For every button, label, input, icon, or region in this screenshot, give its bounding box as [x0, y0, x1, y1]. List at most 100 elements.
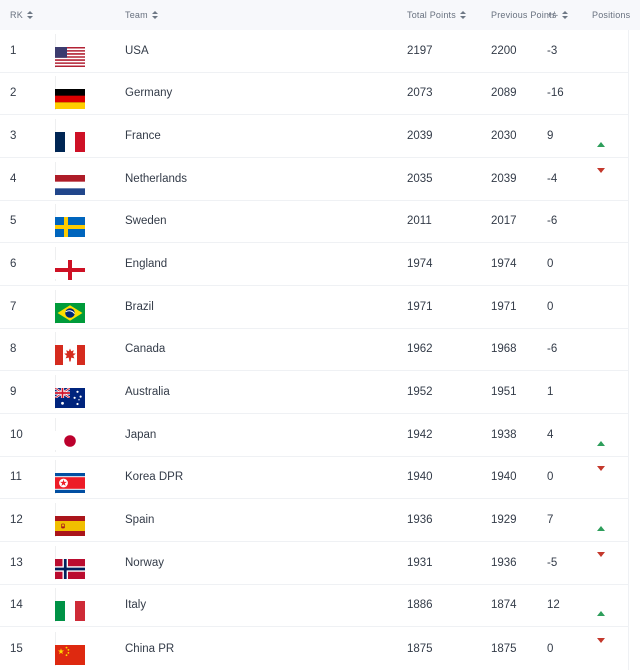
previous-points: 2039 — [491, 172, 517, 185]
germany-flag-icon — [55, 89, 115, 110]
header-rank-label: RK — [10, 10, 23, 20]
team-name: Sweden — [125, 215, 167, 228]
movement-up-icon — [597, 599, 605, 617]
previous-points: 2030 — [491, 130, 517, 143]
team-name: France — [125, 130, 161, 143]
sort-icon — [26, 11, 33, 19]
australia-flag-icon — [55, 388, 115, 409]
movement-up-icon — [597, 514, 605, 532]
movement-up-icon — [597, 130, 605, 148]
points-change: 0 — [547, 258, 554, 271]
table-row[interactable]: 10 Japan 1942 1938 4 — [0, 413, 628, 457]
rank-cell: 3 — [10, 130, 17, 143]
table-row[interactable]: 3 France 2039 2030 9 — [0, 115, 628, 158]
table-row[interactable]: 15 China PR 1875 1875 0 — [0, 627, 628, 670]
rank-cell: 8 — [10, 343, 17, 356]
points-change: -16 — [547, 87, 564, 100]
points-change: 0 — [547, 471, 554, 484]
points-change: 12 — [547, 599, 560, 612]
previous-points: 2200 — [491, 44, 517, 57]
points-change: -6 — [547, 343, 558, 356]
table-row[interactable]: 9 Australia 1952 1951 1 — [0, 371, 628, 414]
total-points: 1942 — [407, 428, 433, 441]
points-change: -3 — [547, 44, 558, 57]
total-points: 1940 — [407, 471, 433, 484]
italy-flag-icon — [55, 601, 115, 622]
team-name: Norway — [125, 556, 164, 569]
norway-flag-icon — [55, 558, 115, 579]
header-change[interactable]: +/- — [545, 10, 588, 20]
rank-cell: 7 — [10, 300, 17, 313]
total-points: 1931 — [407, 556, 433, 569]
previous-points: 1968 — [491, 343, 517, 356]
sort-icon — [151, 11, 158, 19]
rank-cell: 13 — [10, 556, 23, 569]
header-previous-points: Previous Points — [489, 10, 556, 20]
sort-icon — [562, 11, 569, 19]
total-points: 2073 — [407, 87, 433, 100]
points-change: 1 — [547, 386, 554, 399]
header-positions: Positions — [588, 10, 631, 20]
points-change: 4 — [547, 428, 554, 441]
movement-up-icon — [597, 428, 605, 446]
team-name: Brazil — [125, 300, 154, 313]
sort-icon — [459, 11, 466, 19]
header-rank[interactable]: RK — [0, 10, 55, 20]
table-row[interactable]: 5 Sweden 2011 2017 -6 — [0, 200, 628, 244]
table-row[interactable]: 1 USA 2197 2200 -3 — [0, 30, 628, 73]
points-change: 0 — [547, 300, 554, 313]
movement-down-icon — [597, 466, 605, 484]
total-points: 2039 — [407, 130, 433, 143]
rank-cell: 9 — [10, 386, 17, 399]
rank-cell: 14 — [10, 599, 23, 612]
team-name: Canada — [125, 343, 166, 356]
previous-points: 1940 — [491, 471, 517, 484]
team-name: China PR — [125, 642, 175, 655]
table-row[interactable]: 2 Germany 2073 2089 -16 — [0, 72, 628, 116]
table-row[interactable]: 13 Norway 1931 1936 -5 — [0, 541, 628, 585]
total-points: 2197 — [407, 44, 433, 57]
header-total-points[interactable]: Total Points — [405, 10, 489, 20]
previous-points: 2089 — [491, 87, 517, 100]
movement-down-icon — [597, 637, 605, 655]
table-body: 1 USA 2197 2200 -3 2 Germany 2073 2089 -… — [0, 30, 629, 670]
total-points: 2035 — [407, 172, 433, 185]
header-team[interactable]: Team — [115, 10, 405, 20]
movement-down-icon — [597, 551, 605, 569]
table-row[interactable]: 12 Spain 1936 1929 7 — [0, 499, 628, 542]
table-row[interactable]: 11 Korea DPR 1940 1940 0 — [0, 456, 628, 500]
previous-points: 1971 — [491, 300, 517, 313]
england-flag-icon — [55, 260, 115, 281]
points-change: -5 — [547, 556, 558, 569]
table-row[interactable]: 8 Canada 1962 1968 -6 — [0, 328, 628, 372]
netherlands-flag-icon — [55, 174, 115, 195]
table-row[interactable]: 14 Italy 1886 1874 12 — [0, 584, 628, 628]
table-row[interactable]: 4 Netherlands 2035 2039 -4 — [0, 157, 628, 201]
team-name: Netherlands — [125, 172, 188, 185]
header-total-points-label: Total Points — [407, 10, 456, 20]
points-change: 7 — [547, 514, 554, 527]
rank-cell: 11 — [10, 471, 22, 484]
points-change: 9 — [547, 130, 554, 143]
previous-points: 2017 — [491, 215, 517, 228]
team-name: Italy — [125, 599, 147, 612]
team-name: Japan — [125, 428, 157, 441]
team-name: Australia — [125, 386, 170, 399]
header-team-label: Team — [125, 10, 148, 20]
team-name: Germany — [125, 87, 173, 100]
total-points: 2011 — [407, 215, 432, 228]
previous-points: 1929 — [491, 514, 517, 527]
total-points: 1962 — [407, 343, 433, 356]
header-change-label: +/- — [547, 10, 559, 20]
table-row[interactable]: 6 England 1974 1974 0 — [0, 243, 628, 286]
rank-cell: 2 — [10, 87, 17, 100]
team-name: USA — [125, 44, 149, 57]
team-name: Spain — [125, 514, 155, 527]
table-row[interactable]: 7 Brazil 1971 1971 0 — [0, 285, 628, 329]
points-change: 0 — [547, 642, 554, 655]
team-name: England — [125, 258, 168, 271]
header-positions-label: Positions — [592, 10, 631, 20]
rank-cell: 10 — [10, 428, 23, 441]
total-points: 1875 — [407, 642, 433, 655]
